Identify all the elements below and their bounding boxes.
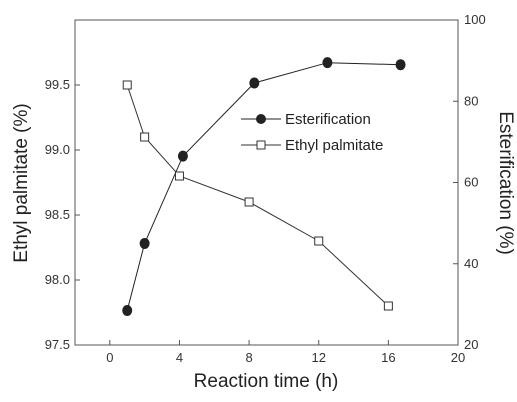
series-layer bbox=[122, 57, 406, 316]
data-point-esterification bbox=[177, 150, 188, 162]
x-tick-label: 16 bbox=[381, 350, 395, 365]
legend-ethyl-palmitate-marker bbox=[256, 140, 266, 150]
x-tick-label: 8 bbox=[245, 350, 252, 365]
y-right-tick-label: 20 bbox=[464, 337, 478, 352]
series-line-ethyl-palmitate bbox=[126, 84, 389, 307]
data-point-ethyl-palmitate bbox=[174, 171, 184, 181]
y-left-tick-label: 98.0 bbox=[45, 272, 70, 287]
data-point-esterification bbox=[395, 59, 406, 71]
x-tick-label: 4 bbox=[176, 350, 183, 365]
legend-esterification-label: Esterification bbox=[285, 111, 371, 128]
legend-ethyl-palmitate-label: Ethyl palmitate bbox=[285, 137, 383, 154]
data-point-ethyl-palmitate bbox=[140, 132, 150, 142]
series-line-esterification bbox=[126, 62, 401, 311]
data-point-esterification bbox=[322, 57, 333, 69]
y-right-tick-label: 60 bbox=[464, 175, 478, 190]
y-axis-right-label: Esterification (%) bbox=[495, 111, 516, 255]
y-left-tick-label: 99.0 bbox=[45, 142, 70, 157]
data-point-ethyl-palmitate bbox=[244, 197, 254, 207]
y-axis-left-label: Ethyl palmitate (%) bbox=[11, 103, 32, 262]
data-point-ethyl-palmitate bbox=[314, 236, 324, 246]
tick-layer: 0 4 8 12 16 20 97.5 98.0 98.5 99.0 99.5 20 40 60 80 100 bbox=[45, 12, 486, 365]
y-right-tick-label: 80 bbox=[464, 93, 478, 108]
y-left-tick-label: 99.5 bbox=[45, 77, 70, 92]
x-tick-label: 20 bbox=[451, 350, 465, 365]
x-axis-label: Reaction time (h) bbox=[194, 371, 339, 392]
y-right-tick-label: 100 bbox=[464, 12, 486, 27]
data-point-esterification bbox=[122, 304, 133, 316]
data-point-esterification bbox=[249, 77, 260, 89]
x-tick-label: 12 bbox=[311, 350, 325, 365]
data-point-ethyl-palmitate bbox=[122, 80, 132, 90]
data-point-esterification bbox=[139, 237, 150, 249]
y-right-tick-label: 40 bbox=[464, 256, 478, 271]
legend-esterification-marker bbox=[256, 114, 266, 124]
legend: Esterification Ethyl palmitate bbox=[241, 111, 383, 154]
x-tick-label: 0 bbox=[106, 350, 113, 365]
y-left-tick-label: 98.5 bbox=[45, 207, 70, 222]
data-point-ethyl-palmitate bbox=[383, 301, 393, 311]
y-left-tick-label: 97.5 bbox=[45, 337, 70, 352]
